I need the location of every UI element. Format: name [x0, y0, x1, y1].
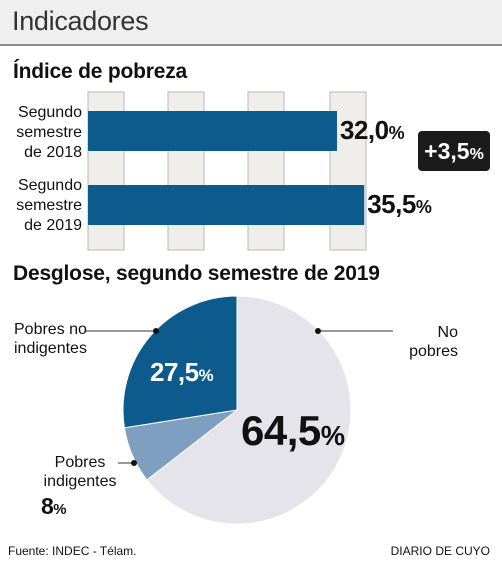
bar-value-label-2019: 35,5%: [367, 189, 432, 220]
category-line: Segundo: [17, 104, 82, 121]
pie-slice-2: [122, 295, 238, 429]
category-line: de 2018: [24, 144, 82, 161]
bar-value-label-2018: 32,0%: [339, 115, 405, 146]
category-line: semestre: [16, 197, 82, 214]
pie-slice-0: [146, 295, 352, 525]
bar-0: [88, 111, 337, 151]
value-unit: %: [320, 420, 345, 451]
page-title: Indicadores: [12, 6, 149, 36]
pie-value-pobres-indigentes: 8%: [41, 493, 67, 520]
category-line: semestre: [16, 124, 82, 141]
pie-label-line: indigentes: [14, 340, 87, 357]
pie-label-pobres-no-indigentes: Pobres no indigentes: [14, 320, 87, 358]
pie-label-line: No: [437, 324, 458, 341]
value-number: 27,5: [150, 357, 199, 387]
leader-dot-2: [131, 460, 137, 466]
difference-unit: %: [469, 146, 484, 163]
pie-label-line: Pobres no: [14, 321, 87, 338]
credit-note: DIARIO DE CUYO: [390, 544, 490, 558]
pie-label-line: indigentes: [43, 473, 117, 490]
source-note: Fuente: INDEC - Télam.: [8, 544, 137, 558]
category-line: de 2019: [24, 217, 82, 234]
value-number: 35,5: [367, 189, 416, 219]
bar-category-label-2019: Segundo semestre de 2019: [12, 176, 82, 236]
value-number: 8: [41, 493, 54, 519]
value-unit: %: [415, 197, 432, 217]
bar-category-label-2018: Segundo semestre de 2018: [12, 103, 82, 163]
bar-chart: [87, 91, 367, 251]
value-number: 64,5: [241, 407, 321, 454]
pie-value-pobres-no-indigentes: 27,5%: [150, 357, 214, 388]
header-band: [0, 0, 502, 44]
bar-chart-title: Índice de pobreza: [13, 60, 187, 83]
pie-label-line: pobres: [409, 343, 458, 360]
bar-1: [88, 185, 365, 225]
pie-label-line: Pobres: [54, 454, 106, 471]
value-unit: %: [53, 501, 67, 518]
leader-dot-0: [153, 328, 159, 334]
pie-chart-title: Desglose, segundo semestre de 2019: [13, 262, 380, 285]
leader-dot-1: [315, 328, 321, 334]
value-number: 32,0: [339, 115, 389, 145]
difference-badge: +3,5%: [418, 131, 490, 171]
pie-label-pobres-indigentes: Pobres indigentes: [38, 453, 122, 491]
difference-value: +3,5: [424, 138, 470, 164]
value-unit: %: [388, 123, 405, 143]
pie-label-no-pobres: No pobres: [402, 323, 458, 361]
pie-value-no-pobres: 64,5%: [241, 407, 345, 455]
category-line: Segundo: [17, 177, 82, 194]
value-unit: %: [198, 366, 214, 385]
header-divider: [0, 44, 502, 46]
